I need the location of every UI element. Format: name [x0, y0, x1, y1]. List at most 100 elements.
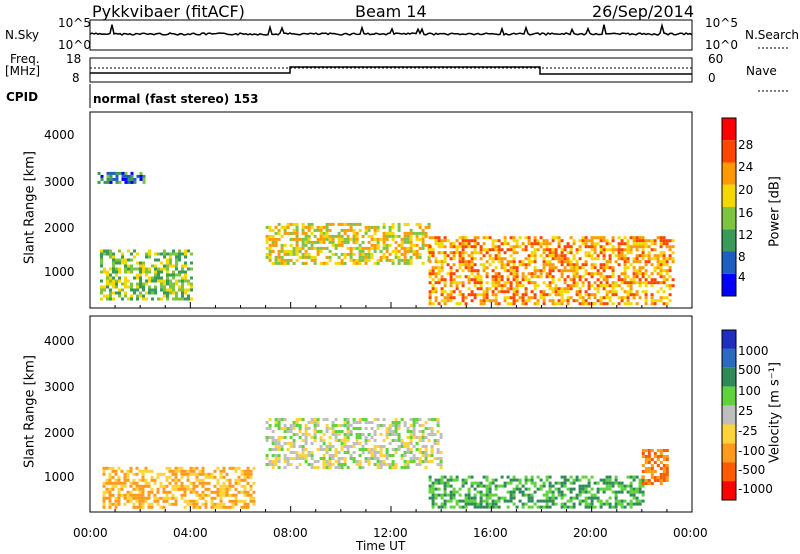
- heatmap-cell: [485, 502, 489, 506]
- heatmap-cell: [665, 479, 669, 482]
- heatmap-cell: [349, 433, 353, 436]
- heatmap-cell: [130, 294, 133, 298]
- heatmap-cell: [124, 180, 128, 184]
- heatmap-cell: [431, 269, 435, 273]
- heatmap-cell: [539, 505, 543, 509]
- heatmap-cell: [638, 487, 642, 491]
- heatmap-cell: [268, 258, 272, 262]
- heatmap-cell: [109, 171, 113, 175]
- heatmap-cell: [647, 470, 651, 473]
- heatmap-cell: [560, 290, 564, 294]
- heatmap-cell: [313, 433, 317, 436]
- heatmap-cell: [418, 255, 422, 259]
- heatmap-cell: [521, 278, 525, 282]
- heatmap-cell: [409, 243, 413, 247]
- heatmap-cell: [415, 448, 419, 451]
- heatmap-cell: [373, 430, 377, 433]
- heatmap-cell: [391, 225, 395, 229]
- heatmap-cell: [500, 287, 504, 291]
- heatmap-cell: [608, 299, 612, 303]
- heatmap-cell: [497, 499, 501, 503]
- heatmap-cell: [566, 260, 570, 264]
- heatmap-cell: [108, 490, 112, 494]
- heatmap-cell: [169, 291, 172, 295]
- heatmap-cell: [115, 267, 118, 271]
- heatmap-cell: [548, 263, 552, 267]
- heatmap-cell: [581, 475, 585, 479]
- colorbar-segment: [722, 443, 736, 463]
- heatmap-cell: [189, 502, 193, 506]
- heatmap-cell: [124, 261, 127, 265]
- heatmap-cell: [569, 287, 573, 291]
- heatmap-cell: [268, 418, 272, 421]
- heatmap-cell: [397, 448, 401, 451]
- heatmap-cell: [494, 299, 498, 303]
- heatmap-cell: [328, 454, 332, 457]
- heatmap-cell: [620, 281, 624, 285]
- heatmap-cell: [665, 278, 669, 282]
- heatmap-cell: [331, 445, 335, 448]
- heatmap-cell: [524, 266, 528, 270]
- heatmap-cell: [181, 285, 184, 289]
- heatmap-cell: [644, 299, 648, 303]
- heatmap-cell: [443, 481, 447, 485]
- heatmap-cell: [506, 475, 510, 479]
- heatmap-cell: [286, 222, 290, 226]
- heatmap-cell: [322, 261, 326, 265]
- heatmap-cell: [325, 427, 329, 430]
- heatmap-cell: [461, 505, 465, 509]
- heatmap-cell: [578, 499, 582, 503]
- heatmap-cell: [397, 439, 401, 442]
- heatmap-cell: [587, 496, 591, 500]
- heatmap-cell: [587, 284, 591, 288]
- heatmap-cell: [219, 472, 223, 476]
- heatmap-cell: [497, 278, 501, 282]
- heatmap-cell: [165, 475, 169, 479]
- heatmap-cell: [219, 496, 223, 500]
- heatmap-cell: [482, 484, 486, 488]
- heatmap-cell: [346, 246, 350, 250]
- heatmap-cell: [228, 478, 232, 482]
- heatmap-cell: [638, 266, 642, 270]
- heatmap-cell: [322, 237, 326, 241]
- heatmap-cell: [641, 239, 645, 243]
- heatmap-cell: [106, 177, 110, 181]
- heatmap-cell: [491, 478, 495, 482]
- heatmap-cell: [343, 231, 347, 235]
- heatmap-cell: [485, 260, 489, 264]
- heatmap-cell: [252, 466, 256, 470]
- heatmap-cell: [397, 228, 401, 232]
- heatmap-cell: [428, 490, 432, 494]
- heatmap-cell: [443, 505, 447, 509]
- heatmap-cell: [222, 484, 226, 488]
- heatmap-cell: [213, 502, 217, 506]
- heatmap-cell: [488, 490, 492, 494]
- heatmap-cell: [166, 297, 169, 301]
- heatmap-cell: [605, 296, 609, 300]
- heatmap-cell: [503, 299, 507, 303]
- heatmap-cell: [103, 249, 106, 253]
- heatmap-cell: [424, 427, 428, 430]
- heatmap-cell: [237, 478, 241, 482]
- heatmap-cell: [572, 481, 576, 485]
- heatmap-cell: [148, 252, 151, 256]
- heatmap-cell: [289, 436, 293, 439]
- heatmap-cell: [590, 263, 594, 267]
- heatmap-cell: [503, 251, 507, 255]
- heatmap-cell: [650, 470, 654, 473]
- heatmap-cell: [382, 234, 386, 238]
- heatmap-cell: [132, 481, 136, 485]
- heatmap-cell: [304, 231, 308, 235]
- heatmap-cell: [406, 258, 410, 262]
- heatmap-cell: [178, 249, 181, 253]
- heatmap-cell: [204, 487, 208, 491]
- heatmap-cell: [488, 257, 492, 261]
- heatmap-cell: [418, 222, 422, 226]
- heatmap-cell: [596, 278, 600, 282]
- heatmap-cell: [491, 290, 495, 294]
- heatmap-cell: [662, 269, 666, 273]
- heatmap-cell: [536, 505, 540, 509]
- heatmap-cell: [373, 448, 377, 451]
- heatmap-cell: [650, 476, 654, 479]
- heatmap-cell: [183, 505, 187, 509]
